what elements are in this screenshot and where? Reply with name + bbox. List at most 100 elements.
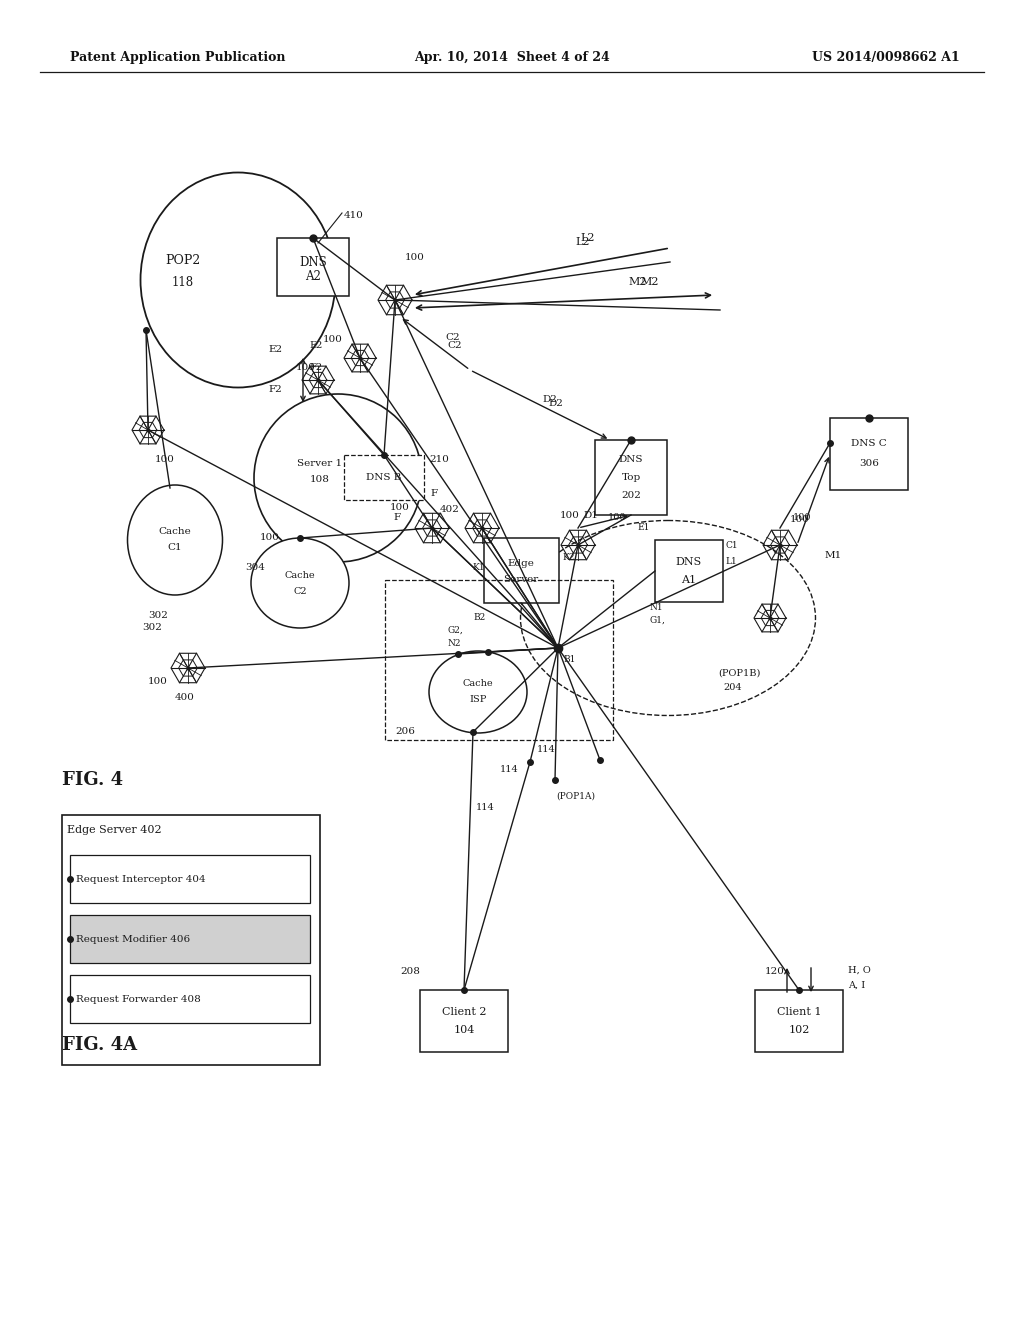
- Text: Top: Top: [622, 474, 641, 483]
- Text: Client 1: Client 1: [777, 1007, 821, 1016]
- Bar: [420, 990, 508, 1052]
- Text: B2: B2: [473, 614, 485, 623]
- Ellipse shape: [140, 173, 336, 388]
- Text: 100: 100: [793, 513, 811, 523]
- Text: C1: C1: [725, 540, 737, 549]
- Ellipse shape: [128, 484, 222, 595]
- Text: 102: 102: [788, 1026, 810, 1035]
- Text: Request Interceptor 404: Request Interceptor 404: [76, 874, 206, 883]
- Text: M2: M2: [640, 277, 658, 286]
- Text: US 2014/0098662 A1: US 2014/0098662 A1: [812, 51, 961, 65]
- Bar: [70, 975, 310, 1023]
- Text: Client 2: Client 2: [441, 1007, 486, 1016]
- Text: 100: 100: [260, 533, 280, 543]
- Text: POP2: POP2: [165, 253, 201, 267]
- Text: Request Forwarder 408: Request Forwarder 408: [76, 994, 201, 1003]
- Bar: [278, 238, 349, 296]
- Text: E2: E2: [268, 346, 283, 355]
- Bar: [755, 990, 843, 1052]
- Text: Patent Application Publication: Patent Application Publication: [70, 51, 286, 65]
- Text: (POP1B): (POP1B): [718, 668, 761, 677]
- Text: 100: 100: [296, 363, 315, 372]
- Text: 208: 208: [400, 968, 420, 977]
- Text: 100: 100: [155, 455, 175, 465]
- Text: L2: L2: [575, 238, 590, 247]
- Text: M1: M1: [825, 550, 843, 560]
- Text: H, O: H, O: [848, 965, 870, 974]
- Text: 114: 114: [537, 746, 556, 755]
- Text: F2: F2: [309, 363, 323, 372]
- Text: L1: L1: [725, 557, 736, 566]
- Text: 302: 302: [142, 623, 162, 632]
- Text: 114: 114: [500, 766, 519, 775]
- Bar: [62, 814, 319, 1065]
- Text: Edge Server 402: Edge Server 402: [67, 825, 162, 836]
- Text: C1: C1: [168, 544, 182, 553]
- Text: D1: D1: [583, 511, 598, 520]
- Text: E1: E1: [637, 524, 649, 532]
- Text: C2: C2: [447, 341, 462, 350]
- Text: 210: 210: [429, 455, 449, 465]
- Text: DNS C: DNS C: [851, 438, 887, 447]
- Text: K1: K1: [472, 564, 484, 573]
- Text: 100: 100: [390, 503, 410, 512]
- Text: Cache: Cache: [159, 528, 191, 536]
- Text: 410: 410: [344, 210, 364, 219]
- Text: G1,: G1,: [650, 615, 666, 624]
- Text: 100: 100: [148, 677, 168, 686]
- Text: N1: N1: [650, 602, 664, 611]
- Text: 202: 202: [622, 491, 641, 500]
- Text: 306: 306: [859, 458, 879, 467]
- Text: F2: F2: [268, 385, 282, 395]
- Text: FIG. 4A: FIG. 4A: [62, 1036, 137, 1053]
- Bar: [70, 915, 310, 964]
- Text: 402: 402: [440, 506, 460, 515]
- Text: 100: 100: [790, 516, 810, 524]
- Text: M2: M2: [628, 277, 646, 286]
- Text: 100: 100: [323, 335, 343, 345]
- Text: A1: A1: [681, 576, 696, 585]
- Text: DNS B: DNS B: [367, 473, 401, 482]
- Text: 302: 302: [148, 610, 168, 619]
- Text: Request Modifier 406: Request Modifier 406: [76, 935, 190, 944]
- Text: A2: A2: [305, 271, 321, 284]
- Text: DNS: DNS: [676, 557, 702, 568]
- Text: D2: D2: [548, 399, 563, 408]
- Text: Edge: Edge: [508, 558, 535, 568]
- Text: Cache: Cache: [285, 570, 315, 579]
- Bar: [830, 418, 908, 490]
- Ellipse shape: [251, 539, 349, 628]
- Text: Cache: Cache: [463, 680, 494, 689]
- Text: 108: 108: [310, 475, 330, 484]
- Text: (POP1A): (POP1A): [556, 792, 595, 800]
- Text: D2: D2: [542, 396, 557, 404]
- Text: FIG. 4: FIG. 4: [62, 771, 123, 789]
- Text: Server 1: Server 1: [297, 458, 343, 467]
- Text: A, I: A, I: [848, 981, 865, 990]
- Bar: [484, 539, 559, 603]
- Text: Server: Server: [504, 576, 539, 585]
- Text: 118: 118: [172, 276, 195, 289]
- Text: 104: 104: [454, 1026, 475, 1035]
- Text: 100: 100: [406, 253, 425, 263]
- Text: 100: 100: [608, 513, 627, 523]
- Text: C2: C2: [445, 334, 460, 342]
- Text: 114: 114: [476, 804, 495, 813]
- Text: E2: E2: [309, 342, 323, 351]
- Text: ISP: ISP: [469, 696, 486, 705]
- Text: 304: 304: [245, 564, 265, 573]
- Ellipse shape: [429, 651, 527, 733]
- Text: L2: L2: [580, 234, 595, 243]
- Text: B1: B1: [563, 656, 575, 664]
- Text: C2: C2: [293, 586, 307, 595]
- Bar: [655, 540, 723, 602]
- Bar: [344, 455, 424, 500]
- Text: DNS: DNS: [618, 455, 643, 465]
- Text: 204: 204: [723, 684, 741, 693]
- Ellipse shape: [254, 393, 422, 562]
- Text: N2: N2: [449, 639, 462, 648]
- Text: K2: K2: [562, 553, 574, 562]
- Bar: [70, 855, 310, 903]
- Bar: [595, 440, 667, 515]
- Text: DNS: DNS: [299, 256, 327, 269]
